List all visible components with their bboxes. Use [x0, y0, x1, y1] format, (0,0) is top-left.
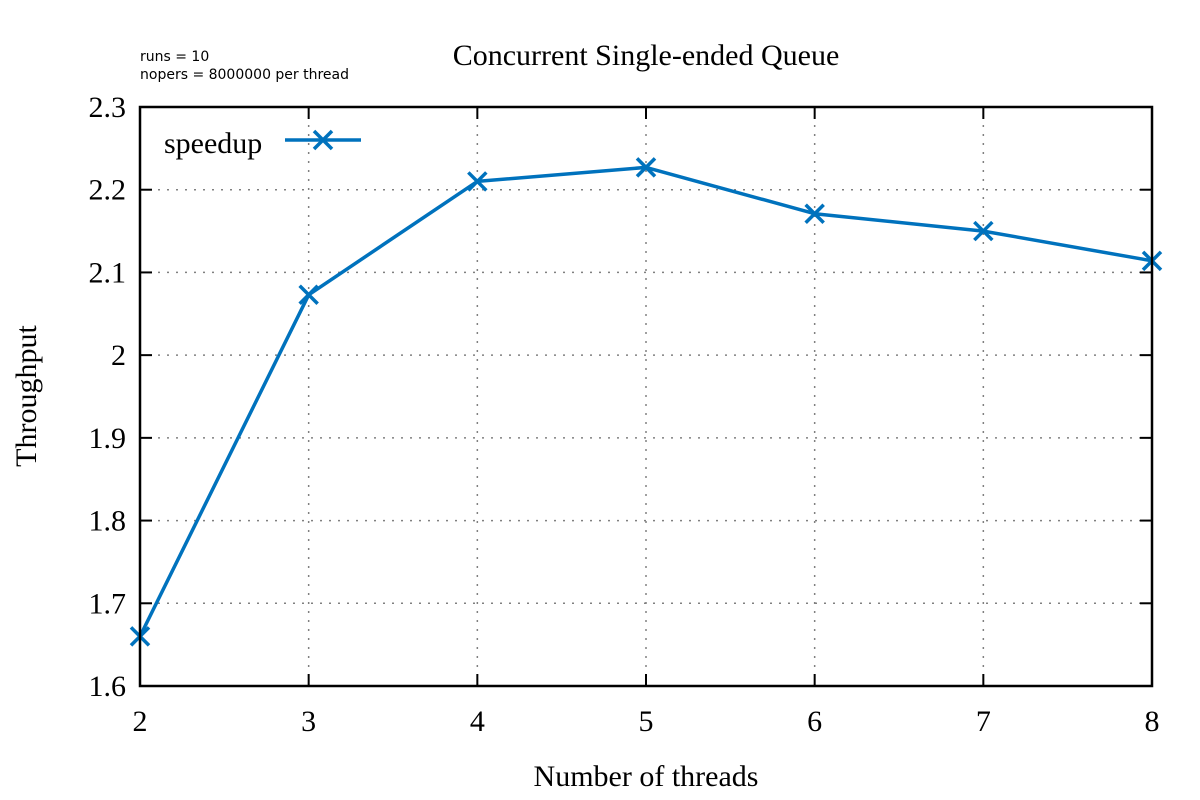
data-point: [298, 284, 319, 305]
data-point: [635, 157, 657, 178]
y-tick-label: 1.6: [89, 670, 127, 703]
data-point: [804, 203, 825, 224]
grid: [140, 107, 1152, 686]
legend: speedup: [164, 127, 361, 160]
series-layer: [129, 157, 1163, 647]
marker-stroke: [635, 157, 657, 178]
x-tick-label: 5: [639, 705, 654, 738]
x-tick-label: 2: [133, 705, 148, 738]
legend-label-speedup: speedup: [164, 127, 262, 160]
x-tick-label: 4: [470, 705, 485, 738]
y-axis-label: Throughput: [10, 325, 43, 467]
x-tick-label: 8: [1145, 705, 1160, 738]
y-tick-label: 1.7: [89, 587, 127, 620]
plot-frame: [138, 105, 1154, 688]
y-tick-label: 1.8: [89, 505, 127, 538]
x-tick-label: 3: [301, 705, 316, 738]
y-tick-label: 1.9: [89, 422, 127, 455]
x-tick-label: 6: [807, 705, 822, 738]
y-tick-label: 2.2: [89, 174, 127, 207]
marker-stroke: [973, 220, 994, 242]
y-tick-labels: 1.6 1.7 1.8 1.9 2 2.1 2.2 2.3: [89, 91, 127, 703]
marker-stroke: [467, 171, 488, 192]
legend-marker-speedup: [312, 129, 334, 151]
annotation-runs: runs = 10: [140, 49, 209, 65]
data-point: [467, 171, 488, 192]
marker-stroke: [804, 203, 825, 224]
y-tick-label: 2.1: [89, 256, 127, 289]
marker-stroke: [298, 284, 319, 305]
x-tick-label: 7: [976, 705, 991, 738]
annotation-nopers: nopers = 8000000 per thread: [140, 67, 349, 83]
data-point: [973, 220, 994, 242]
chart-title: Concurrent Single-ended Queue: [453, 39, 840, 72]
x-axis-label: Number of threads: [534, 760, 759, 793]
y-tick-label: 2.3: [89, 91, 127, 124]
marker-stroke: [312, 129, 334, 151]
x-tick-labels: 2 3 4 5 6 7 8: [133, 705, 1160, 738]
y-tick-label: 2: [111, 339, 126, 372]
